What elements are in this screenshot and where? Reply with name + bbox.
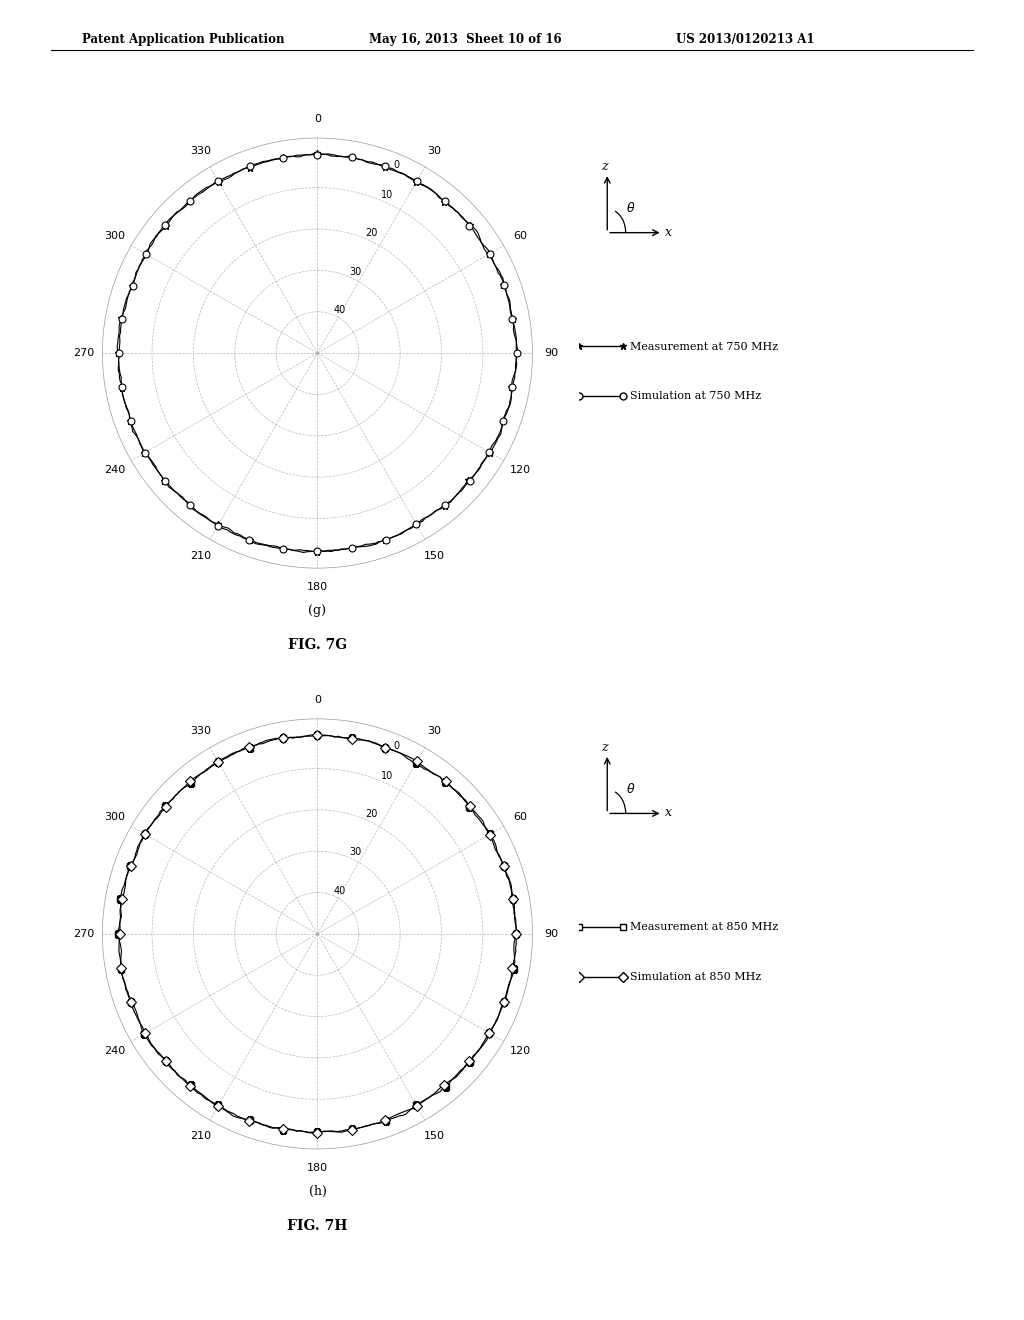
- Text: z: z: [601, 741, 608, 754]
- Text: Patent Application Publication: Patent Application Publication: [82, 33, 285, 46]
- Text: Measurement at 850 MHz: Measurement at 850 MHz: [630, 923, 778, 932]
- Text: (g): (g): [308, 603, 327, 616]
- Text: May 16, 2013  Sheet 10 of 16: May 16, 2013 Sheet 10 of 16: [369, 33, 561, 46]
- Text: FIG. 7G: FIG. 7G: [288, 639, 347, 652]
- Text: FIG. 7H: FIG. 7H: [288, 1220, 347, 1233]
- Text: x: x: [665, 226, 672, 239]
- Text: Measurement at 750 MHz: Measurement at 750 MHz: [630, 342, 778, 351]
- Text: x: x: [665, 807, 672, 820]
- Text: $\theta$: $\theta$: [626, 781, 635, 796]
- Text: Simulation at 750 MHz: Simulation at 750 MHz: [630, 391, 761, 401]
- Text: Simulation at 850 MHz: Simulation at 850 MHz: [630, 972, 762, 982]
- Text: (h): (h): [308, 1184, 327, 1197]
- Text: z: z: [601, 160, 608, 173]
- Text: US 2013/0120213 A1: US 2013/0120213 A1: [676, 33, 814, 46]
- Text: $\theta$: $\theta$: [626, 201, 635, 215]
